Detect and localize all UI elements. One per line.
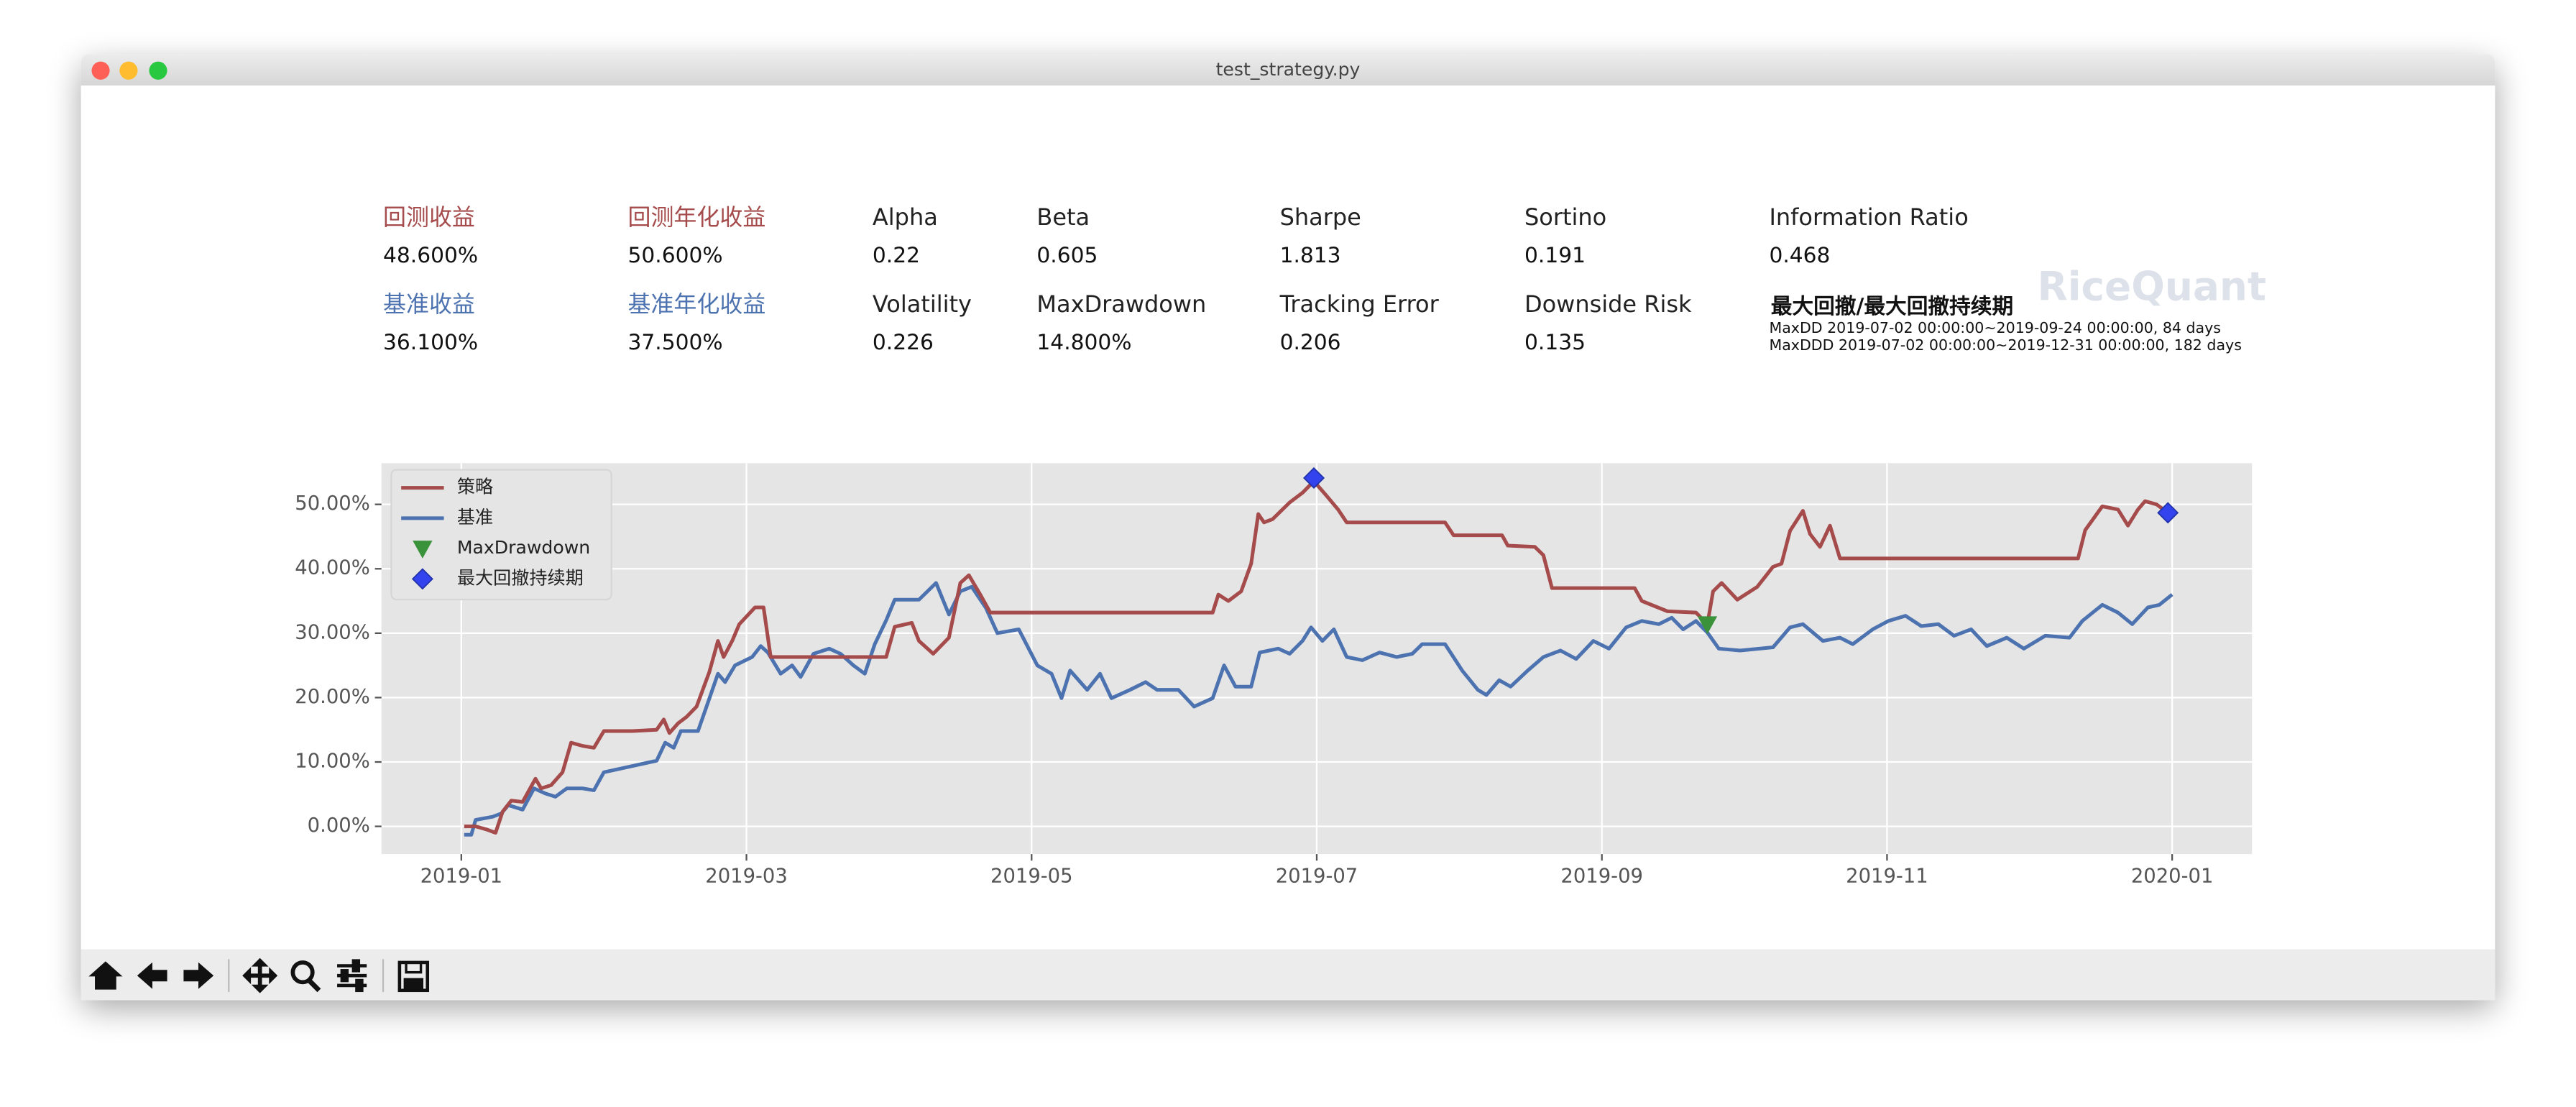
max-drawdown-marker [413, 541, 433, 559]
metric-value: 37.500% [627, 330, 722, 355]
zoom-button[interactable] [149, 61, 167, 80]
metric-label: MaxDrawdown [1036, 290, 1206, 318]
legend-box [390, 469, 612, 601]
metric-label: 基准年化收益 [627, 290, 765, 318]
metric-label: 回测收益 [383, 203, 475, 231]
metric-value: 48.600% [383, 243, 478, 268]
back-button[interactable] [137, 962, 167, 989]
toolbar [80, 949, 2496, 1001]
metric-label: Beta [1036, 203, 1090, 231]
legend-label: MaxDrawdown [457, 537, 590, 558]
y-tick-label: 30.00% [295, 621, 370, 643]
drawdown-detail: MaxDD 2019-07-02 00:00:00~2019-09-24 00:… [1769, 319, 2221, 336]
y-tick-label: 50.00% [295, 492, 370, 515]
drawdown-label: 最大回撤/最大回撤持续期 [1771, 294, 2013, 319]
metric-label: Volatility [873, 290, 972, 318]
y-tick-label: 20.00% [295, 686, 370, 708]
x-tick-label: 2020-01 [2131, 865, 2214, 888]
metric-value: 0.206 [1280, 330, 1341, 355]
legend-label: 基准 [457, 507, 493, 528]
x-tick-label: 2019-11 [1846, 865, 1928, 888]
close-button[interactable] [91, 61, 110, 80]
title-bar [80, 54, 2496, 86]
x-tick-label: 2019-03 [705, 865, 788, 888]
metric-label: Sharpe [1280, 203, 1361, 231]
series-line [464, 479, 2169, 835]
metric-value: 36.100% [383, 330, 478, 355]
y-tick-label: 10.00% [295, 750, 370, 773]
metric-label: Tracking Error [1279, 290, 1440, 318]
watermark: RiceQuant [2038, 263, 2267, 309]
y-tick-label: 40.00% [295, 557, 370, 579]
metric-label: 基准收益 [383, 290, 475, 318]
metrics: 回测收益 48.600% 回测年化收益 50.600% Alpha 0.22 Beta 0.6… [383, 203, 2242, 355]
metric-value: 14.800% [1036, 330, 1131, 355]
window-title: test_strategy.py [1216, 59, 1361, 80]
x-tick-label: 2019-07 [1276, 865, 1358, 888]
legend-label: 策略 [457, 477, 493, 497]
max-drawdown-marker [1697, 616, 1718, 635]
x-tick-label: 2019-01 [420, 865, 503, 888]
duration-marker [411, 568, 433, 590]
metric-value: 50.600% [627, 243, 722, 268]
metric-label: Information Ratio [1769, 203, 1968, 231]
x-tick-label: 2019-09 [1560, 865, 1643, 888]
metric-label: Downside Risk [1524, 290, 1692, 318]
series-line [464, 581, 2174, 837]
grid: 0.00% 10.00% 20.00% 30.00% 40.00% 50.00% 2019-… [295, 463, 2253, 888]
forward-button[interactable] [183, 962, 214, 989]
metric-value: 1.813 [1280, 243, 1341, 268]
plot [464, 467, 2179, 837]
legend-label: 最大回撤持续期 [457, 567, 584, 588]
save-button[interactable] [397, 960, 430, 993]
minimize-button[interactable] [119, 61, 138, 80]
duration-marker [2157, 502, 2179, 524]
metric-label: Sortino [1524, 203, 1606, 231]
y-tick-label: 0.00% [308, 814, 370, 837]
metric-value: 0.135 [1524, 330, 1586, 355]
metric-value: 0.226 [873, 330, 934, 355]
toolbar-icons [88, 957, 430, 993]
metric-value: 0.191 [1524, 243, 1586, 268]
duration-marker [1303, 467, 1325, 489]
metric-value: 0.468 [1769, 243, 1830, 268]
metric-label: Alpha [873, 203, 938, 231]
zoom-rect-button[interactable] [290, 960, 321, 993]
metric-value: 0.605 [1036, 243, 1098, 268]
home-button[interactable] [88, 961, 123, 990]
configure-button[interactable] [337, 959, 367, 993]
metric-value: 0.22 [873, 243, 920, 268]
pan-button[interactable] [242, 957, 278, 993]
metric-label: 回测年化收益 [627, 203, 765, 231]
drawdown-detail: MaxDDD 2019-07-02 00:00:00~2019-12-31 00… [1769, 336, 2241, 354]
x-tick-label: 2019-05 [990, 865, 1073, 888]
